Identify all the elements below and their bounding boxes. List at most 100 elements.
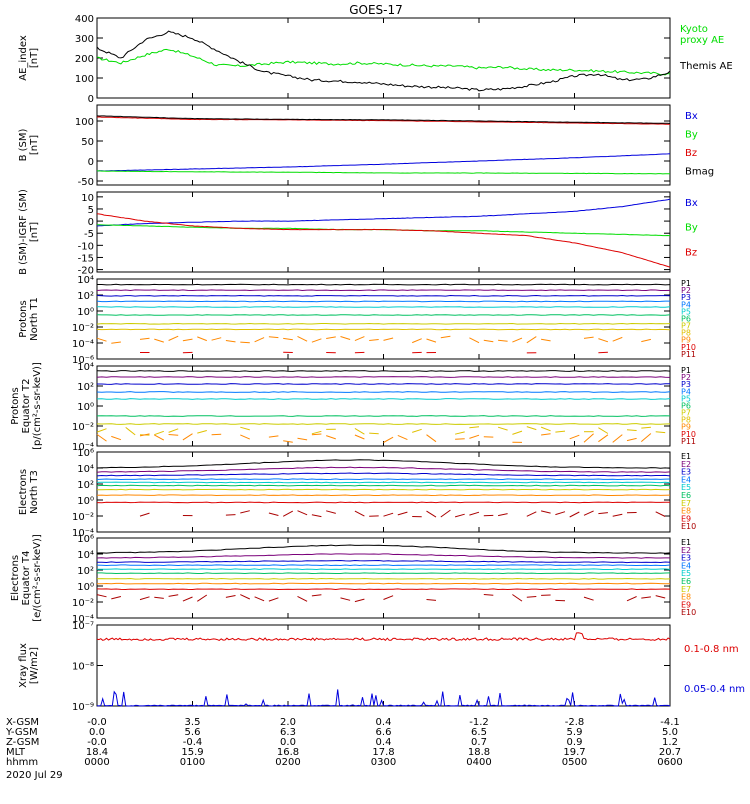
channel-line bbox=[97, 301, 670, 302]
channel-segment bbox=[183, 597, 193, 601]
channel-segment bbox=[355, 337, 365, 341]
channel-line bbox=[97, 583, 670, 584]
y-tick-label: 400 bbox=[75, 14, 94, 25]
legend-entry: P11 bbox=[681, 350, 696, 359]
channel-segment bbox=[498, 340, 508, 341]
date-label: 2020 Jul 29 bbox=[6, 770, 63, 781]
channel-segment bbox=[613, 435, 623, 443]
channel-segment bbox=[226, 596, 236, 598]
channel-segment bbox=[469, 427, 479, 428]
channel-segment bbox=[455, 432, 465, 434]
channel-segment bbox=[384, 596, 394, 600]
channel-segment bbox=[326, 337, 336, 339]
y-tick-label: 0 bbox=[88, 217, 94, 228]
legend-entry: E10 bbox=[681, 608, 696, 617]
channel-line bbox=[97, 545, 670, 553]
series-line bbox=[97, 49, 670, 74]
channel-segment bbox=[140, 513, 150, 516]
legend-entry: Kyoto bbox=[680, 24, 708, 35]
y-tick-label: -50 bbox=[78, 177, 94, 188]
legend-entry: By bbox=[685, 223, 698, 234]
channel-segment bbox=[527, 337, 537, 343]
channel-segment bbox=[154, 339, 164, 342]
ephemeris-value: 0000 bbox=[84, 757, 109, 768]
y-axis-label: Xray flux[W/m2] bbox=[18, 643, 40, 688]
channel-segment bbox=[312, 434, 322, 435]
channel-segment bbox=[126, 427, 136, 435]
panel-frame bbox=[97, 279, 670, 359]
channel-segment bbox=[269, 598, 279, 601]
channel-segment bbox=[613, 337, 623, 341]
channel-line bbox=[97, 424, 670, 425]
legend-entry: Bz bbox=[685, 247, 697, 258]
channel-segment bbox=[427, 435, 437, 442]
channel-segment bbox=[226, 515, 236, 516]
y-tick-label: 10⁻² bbox=[72, 323, 94, 334]
y-tick-label: 10⁻² bbox=[72, 422, 94, 433]
y-axis-label: ElectronsEquator T4[e/(cm²-s-sr-keV)] bbox=[10, 534, 43, 622]
channel-segment bbox=[97, 434, 107, 441]
channel-line bbox=[97, 315, 670, 316]
legend-entry: Bx bbox=[685, 198, 698, 209]
channel-segment bbox=[512, 338, 522, 342]
channel-line bbox=[97, 377, 670, 378]
channel-segment bbox=[355, 435, 365, 439]
channel-line bbox=[97, 561, 670, 563]
legend-entry: 0.1-0.8 nm bbox=[684, 644, 739, 655]
channel-segment bbox=[512, 595, 522, 602]
series-line bbox=[97, 214, 670, 267]
y-tick-label: 10⁻⁷ bbox=[72, 621, 94, 632]
channel-line bbox=[97, 371, 670, 372]
channel-line bbox=[97, 290, 670, 291]
channel-line bbox=[97, 296, 670, 297]
channel-line bbox=[97, 324, 670, 325]
y-tick-label: 200 bbox=[75, 54, 94, 65]
channel-segment bbox=[641, 597, 651, 598]
channel-segment bbox=[469, 435, 479, 438]
channel-segment bbox=[469, 512, 479, 515]
channel-line bbox=[97, 479, 670, 480]
y-tick-label: 10² bbox=[77, 566, 94, 577]
panel-frame bbox=[97, 192, 670, 272]
channel-segment bbox=[369, 433, 379, 434]
y-tick-label: 10⁶ bbox=[77, 448, 94, 459]
panel-frame bbox=[97, 538, 670, 618]
channel-line bbox=[97, 589, 670, 590]
channel-line bbox=[97, 307, 670, 308]
y-tick-label: 10⁻⁹ bbox=[72, 702, 94, 713]
channel-segment bbox=[312, 339, 322, 342]
y-tick-label: 10⁴ bbox=[77, 275, 94, 286]
channel-segment bbox=[355, 428, 365, 434]
channel-segment bbox=[627, 438, 637, 440]
channel-segment bbox=[584, 597, 594, 600]
channel-segment bbox=[527, 597, 537, 598]
ephemeris-value: 0300 bbox=[371, 757, 396, 768]
channel-segment bbox=[627, 430, 637, 431]
channel-segment bbox=[455, 514, 465, 517]
channel-segment bbox=[427, 511, 437, 517]
channel-segment bbox=[183, 339, 193, 341]
ephemeris-value: 0600 bbox=[657, 757, 682, 768]
channel-segment bbox=[527, 427, 537, 430]
legend-entry: P11 bbox=[681, 437, 696, 446]
legend-entry: E10 bbox=[681, 522, 696, 531]
series-line bbox=[97, 225, 670, 236]
legend-entry: proxy AE bbox=[680, 35, 724, 46]
channel-segment bbox=[169, 429, 179, 433]
channel-segment bbox=[656, 432, 666, 433]
channel-segment bbox=[527, 512, 537, 517]
channel-segment bbox=[541, 339, 551, 341]
channel-segment bbox=[97, 595, 107, 597]
channel-segment bbox=[384, 437, 394, 442]
chart-title: GOES-17 bbox=[349, 3, 403, 17]
ephemeris-value: 0100 bbox=[180, 757, 205, 768]
series-line bbox=[97, 31, 670, 91]
channel-segment bbox=[226, 341, 236, 342]
series-line bbox=[97, 633, 670, 641]
channel-segment bbox=[341, 337, 351, 340]
channel-line bbox=[97, 565, 670, 566]
y-tick-label: 100 bbox=[75, 117, 94, 128]
